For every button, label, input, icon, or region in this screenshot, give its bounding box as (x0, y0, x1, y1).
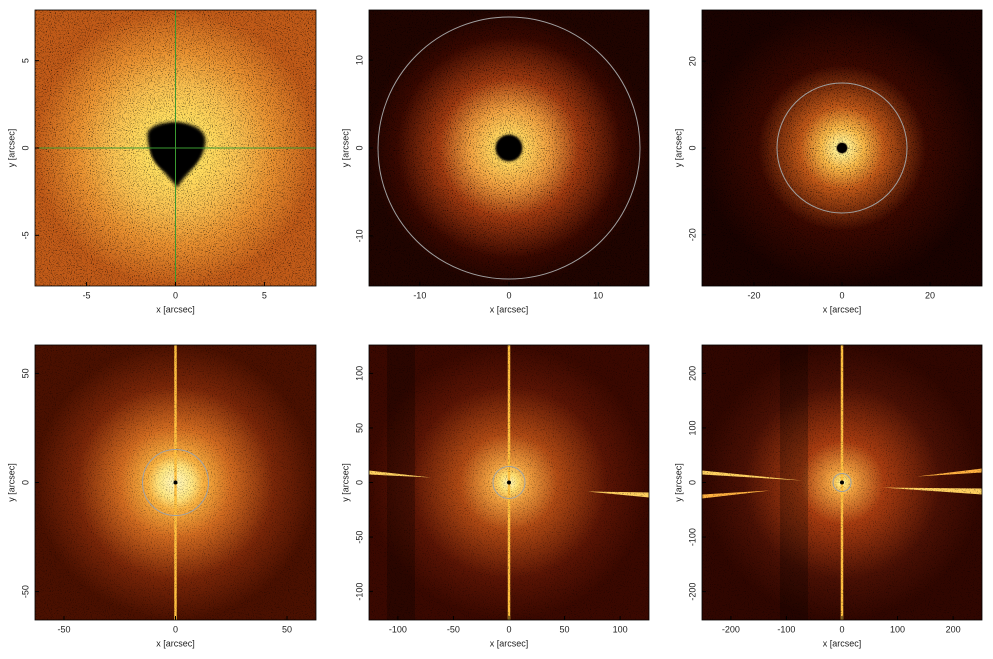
y-axis-label: y [arcsec] (340, 463, 350, 502)
core (173, 480, 178, 485)
image (702, 10, 982, 286)
x-tick-label: -10 (413, 290, 426, 300)
y-tick-label: 0 (687, 480, 697, 485)
y-tick-label: -10 (354, 229, 364, 242)
y-tick-label: -50 (354, 531, 364, 544)
x-axis-label: x [arcsec] (156, 638, 195, 648)
dark-core (837, 143, 847, 153)
aperture (776, 82, 908, 214)
core (840, 480, 844, 485)
x-tick-label: -50 (447, 624, 460, 634)
x-tick-label: 50 (282, 624, 292, 634)
x-tick-label: -100 (777, 624, 795, 634)
core (507, 480, 511, 485)
y-tick-label: -100 (687, 528, 697, 546)
x-tick-label: 0 (173, 624, 178, 634)
panel: -50 0 50 -50 0 50 x [arcsec] y [arcsec] (6, 344, 317, 648)
panel: -5 0 5 -5 0 5 x [arcsec] y [arcsec] (6, 9, 317, 314)
x-tick-label: 10 (593, 290, 603, 300)
y-axis-label: y [arcsec] (6, 463, 16, 502)
y-tick-label: 0 (20, 145, 30, 150)
image (369, 10, 649, 286)
y-tick-label: 100 (354, 366, 364, 381)
x-axis-label: x [arcsec] (156, 304, 195, 314)
y-tick-label: -20 (687, 228, 697, 241)
aperture (142, 449, 209, 516)
image (702, 345, 982, 620)
y-tick-label: -200 (687, 583, 697, 601)
y-axis-label: y [arcsec] (673, 129, 683, 168)
y-tick-label: -100 (354, 583, 364, 601)
x-tick-label: 5 (262, 290, 267, 300)
y-tick-label: -5 (20, 231, 30, 239)
y-tick-label: 50 (20, 368, 30, 378)
y-axis-label: y [arcsec] (6, 129, 16, 168)
x-tick-label: -20 (747, 290, 760, 300)
y-tick-label: 10 (354, 55, 364, 65)
y-tick-label: 0 (354, 145, 364, 150)
y-axis-label: y [arcsec] (340, 129, 350, 168)
x-axis-label: x [arcsec] (490, 638, 529, 648)
x-tick-label: 0 (839, 624, 844, 634)
y-tick-label: 100 (687, 420, 697, 435)
y-tick-label: 50 (354, 423, 364, 433)
y-tick-label: 0 (20, 480, 30, 485)
x-axis-label: x [arcsec] (823, 638, 862, 648)
y-tick-label: -50 (20, 585, 30, 598)
image (369, 345, 649, 620)
aperture (377, 16, 641, 280)
y-tick-label: 0 (687, 145, 697, 150)
x-tick-label: 0 (839, 290, 844, 300)
x-axis-label: x [arcsec] (490, 304, 529, 314)
dark-core (496, 135, 522, 161)
y-tick-label: 200 (687, 366, 697, 381)
panel: -200 -100 0 100 200 -200 -100 0 100 200 x [arcsec]… (673, 344, 983, 648)
x-tick-label: 100 (613, 624, 628, 634)
x-tick-label: 0 (506, 290, 511, 300)
image (35, 10, 316, 286)
panel: -10 0 10 -10 0 10 x [arcsec] y [arcsec] (340, 9, 650, 314)
y-tick-label: 20 (687, 56, 697, 66)
aperture (832, 473, 852, 492)
x-axis-label: x [arcsec] (823, 304, 862, 314)
y-axis-label: y [arcsec] (673, 463, 683, 502)
x-tick-label: -200 (722, 624, 740, 634)
image (35, 345, 316, 620)
x-tick-label: -100 (389, 624, 407, 634)
x-tick-label: -50 (57, 624, 70, 634)
dark-core (147, 122, 206, 188)
y-tick-label: 0 (354, 480, 364, 485)
aperture (492, 466, 526, 499)
x-tick-label: 20 (925, 290, 935, 300)
panel: -100 -50 0 50 100 -100 -50 0 50 100 x [arcsec] y [a… (340, 344, 650, 648)
x-tick-label: 0 (173, 290, 178, 300)
x-tick-label: 50 (560, 624, 570, 634)
x-tick-label: 200 (946, 624, 961, 634)
x-tick-label: 100 (890, 624, 905, 634)
x-tick-label: -5 (83, 290, 91, 300)
panel: -20 0 20 -20 0 20 x [arcsec] y [arcsec] (673, 9, 983, 314)
x-tick-label: 0 (506, 624, 511, 634)
y-tick-label: 5 (20, 58, 30, 63)
